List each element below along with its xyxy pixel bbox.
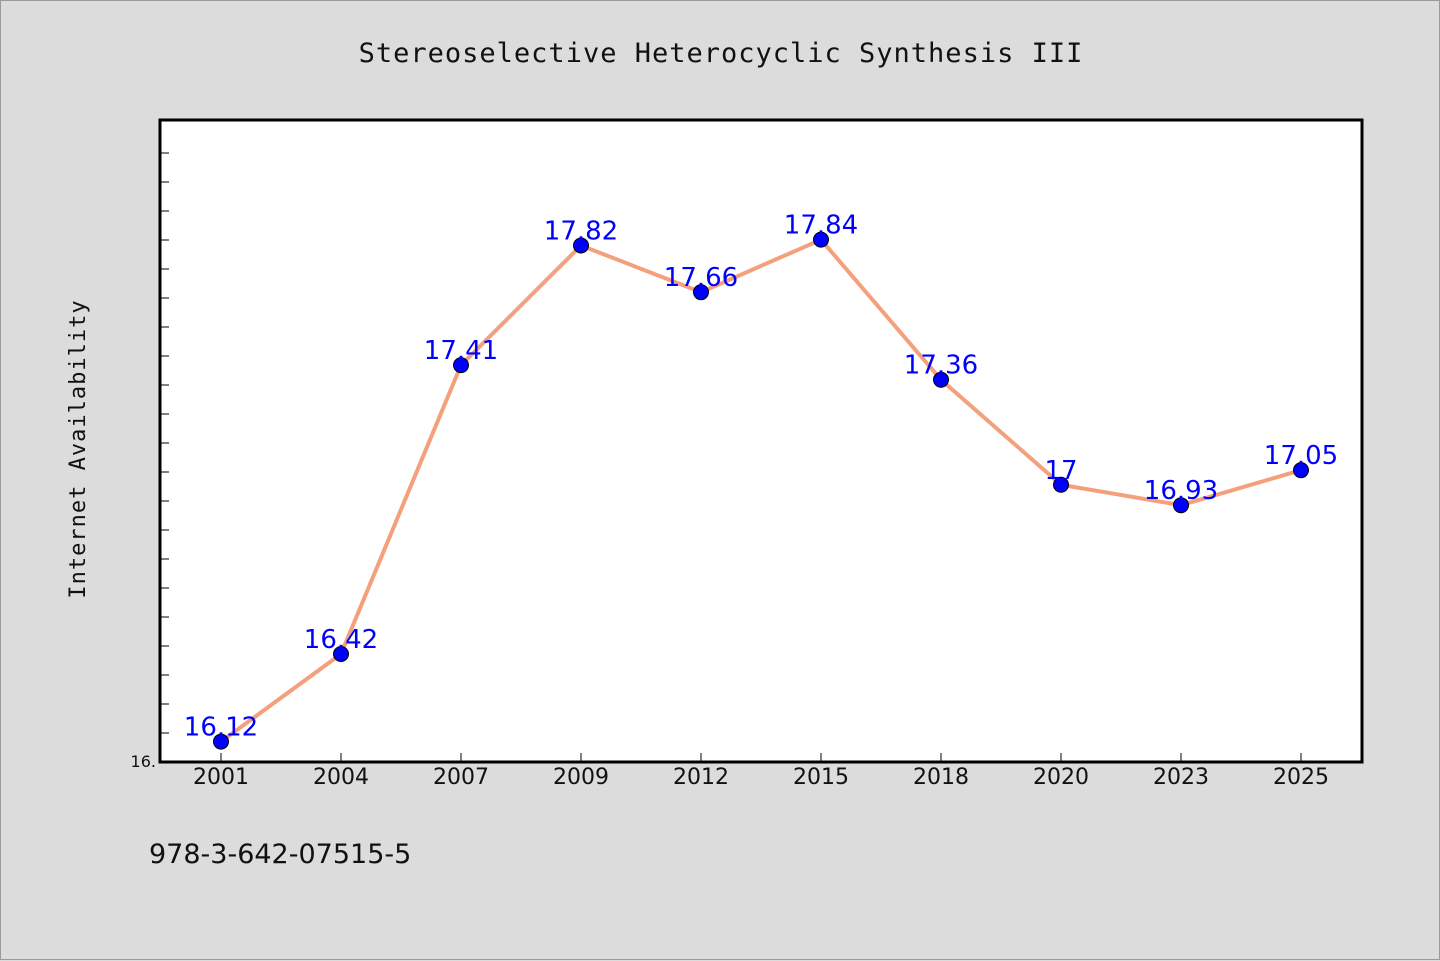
x-tick-label: 2007 [433, 765, 489, 790]
data-label: 17.84 [784, 211, 858, 241]
chart-title: Stereoselective Heterocyclic Synthesis I… [359, 38, 1084, 69]
series-line-group [219, 237, 1302, 744]
data-point [1293, 462, 1309, 479]
data-markers [213, 231, 1309, 750]
data-labels: 16.12 16.42 17.41 17.82 17.66 17.84 17.36 17 16.… [184, 211, 1338, 743]
data-label: 17 [1044, 456, 1077, 486]
x-tick-label: 2023 [1153, 765, 1209, 790]
data-point [333, 646, 349, 663]
data-label: 17.66 [664, 263, 738, 293]
data-label: 16.12 [184, 713, 258, 743]
data-label: 17.41 [424, 336, 498, 366]
data-point [1053, 476, 1069, 493]
plot-area [158, 118, 1364, 764]
data-label: 17.05 [1264, 441, 1338, 471]
data-point [573, 237, 589, 254]
x-tick-label: 2009 [553, 765, 609, 790]
x-tick-label: 2018 [913, 765, 969, 790]
isbn-footnote: 978-3-642-07515-5 [149, 839, 411, 870]
x-tick-label: 2025 [1273, 765, 1329, 790]
x-tick-label: 2004 [313, 765, 369, 790]
data-point [213, 733, 229, 750]
x-axis-ticks [220, 753, 1302, 762]
y-axis-ticks [160, 152, 169, 734]
x-tick-label: 2001 [193, 765, 249, 790]
x-tick-label: 2012 [673, 765, 729, 790]
data-point [813, 231, 829, 248]
data-point [933, 371, 949, 388]
data-point [1173, 497, 1189, 514]
data-label: 16.93 [1144, 476, 1218, 506]
x-axis-tick-labels: 2001 2004 2007 2009 2012 2015 2018 2020 2023 2025 [193, 765, 1329, 790]
data-point [693, 284, 709, 301]
data-label: 17.36 [904, 351, 978, 381]
x-tick-label: 2020 [1033, 765, 1089, 790]
x-tick-label: 2015 [793, 765, 849, 790]
data-label: 16.42 [304, 625, 378, 655]
data-label: 17.82 [544, 216, 618, 246]
y-tick-label: 16. [131, 752, 156, 771]
y-axis-label: Internet Availability [66, 299, 91, 598]
data-point [453, 357, 469, 374]
series-line [219, 237, 1302, 744]
